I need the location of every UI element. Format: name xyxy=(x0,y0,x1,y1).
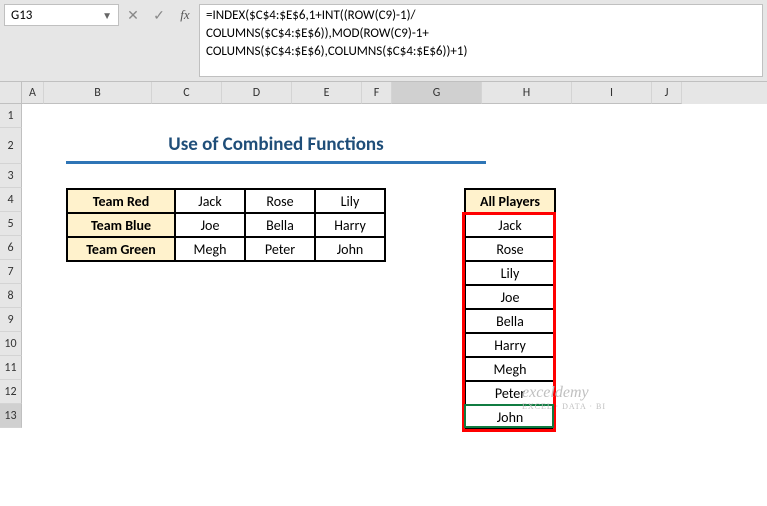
data-cell[interactable]: Bella xyxy=(245,213,315,237)
table-row: Team BlueJoeBellaHarry xyxy=(67,213,385,237)
player-cell[interactable]: Harry xyxy=(465,333,555,357)
sheet-area: 12345678910111213 ABCDEFGHIJ Use of Comb… xyxy=(0,82,767,428)
col-header-H[interactable]: H xyxy=(482,82,572,104)
row-header-13[interactable]: 13 xyxy=(0,404,22,428)
data-cell[interactable]: Joe xyxy=(175,213,245,237)
row-header-2[interactable]: 2 xyxy=(0,128,22,164)
data-cell[interactable]: Jack xyxy=(175,189,245,213)
formula-text: =INDEX($C$4:$E$6,1+INT((ROW(C9)-1)/ COLU… xyxy=(206,8,467,59)
data-cell[interactable]: Megh xyxy=(175,237,245,261)
team-header[interactable]: Team Green xyxy=(67,237,175,261)
row-header-8[interactable]: 8 xyxy=(0,284,22,308)
row-header-5[interactable]: 5 xyxy=(0,212,22,236)
data-cell[interactable]: Harry xyxy=(315,213,385,237)
player-cell[interactable]: Megh xyxy=(465,357,555,381)
fx-icon[interactable]: fx xyxy=(173,4,197,26)
col-header-D[interactable]: D xyxy=(222,82,292,104)
player-cell[interactable]: Jack xyxy=(465,213,555,237)
confirm-icon[interactable]: ✓ xyxy=(147,4,171,26)
formula-bar-buttons: ✕ ✓ fx xyxy=(121,0,197,81)
table-row: Team GreenMeghPeterJohn xyxy=(67,237,385,261)
col-header-F[interactable]: F xyxy=(362,82,392,104)
watermark-main: exceldemy xyxy=(522,384,606,402)
col-header-G[interactable]: G xyxy=(392,82,482,104)
column-headers: ABCDEFGHIJ xyxy=(22,82,767,104)
watermark: exceldemy EXCEL · DATA · BI xyxy=(522,384,606,411)
row-header-6[interactable]: 6 xyxy=(0,236,22,260)
select-all-corner[interactable] xyxy=(0,82,22,104)
row-header-3[interactable]: 3 xyxy=(0,164,22,188)
grid: ABCDEFGHIJ Use of Combined Functions Tea… xyxy=(22,82,767,428)
col-header-E[interactable]: E xyxy=(292,82,362,104)
watermark-sub: EXCEL · DATA · BI xyxy=(522,402,606,411)
team-header[interactable]: Team Blue xyxy=(67,213,175,237)
player-cell[interactable]: Joe xyxy=(465,285,555,309)
row-header-11[interactable]: 11 xyxy=(0,356,22,380)
row-header-4[interactable]: 4 xyxy=(0,188,22,212)
row-header-7[interactable]: 7 xyxy=(0,260,22,284)
row-header-10[interactable]: 10 xyxy=(0,332,22,356)
row-header-12[interactable]: 12 xyxy=(0,380,22,404)
formula-input[interactable]: =INDEX($C$4:$E$6,1+INT((ROW(C9)-1)/ COLU… xyxy=(199,4,763,77)
source-table: Team RedJackRoseLilyTeam BlueJoeBellaHar… xyxy=(66,188,386,262)
data-cell[interactable]: Rose xyxy=(245,189,315,213)
col-header-I[interactable]: I xyxy=(572,82,652,104)
data-cell[interactable]: John xyxy=(315,237,385,261)
col-header-B[interactable]: B xyxy=(44,82,152,104)
data-cell[interactable]: Peter xyxy=(245,237,315,261)
row-headers: 12345678910111213 xyxy=(0,82,22,428)
formula-bar-area: G13 ▼ ✕ ✓ fx =INDEX($C$4:$E$6,1+INT((ROW… xyxy=(0,0,767,82)
cancel-icon[interactable]: ✕ xyxy=(121,4,145,26)
name-box[interactable]: G13 ▼ xyxy=(4,4,119,26)
data-cell[interactable]: Lily xyxy=(315,189,385,213)
name-box-value: G13 xyxy=(11,8,102,23)
player-cell[interactable]: Lily xyxy=(465,261,555,285)
player-cell[interactable]: Bella xyxy=(465,309,555,333)
name-box-dropdown-icon[interactable]: ▼ xyxy=(102,9,112,22)
col-header-A[interactable]: A xyxy=(22,82,44,104)
col-header-C[interactable]: C xyxy=(152,82,222,104)
row-header-1[interactable]: 1 xyxy=(0,104,22,128)
page-title: Use of Combined Functions xyxy=(66,128,486,164)
table-row: Team RedJackRoseLily xyxy=(67,189,385,213)
team-header[interactable]: Team Red xyxy=(67,189,175,213)
row-header-9[interactable]: 9 xyxy=(0,308,22,332)
player-cell[interactable]: Rose xyxy=(465,237,555,261)
col-header-J[interactable]: J xyxy=(652,82,682,104)
all-players-header[interactable]: All Players xyxy=(465,189,555,213)
